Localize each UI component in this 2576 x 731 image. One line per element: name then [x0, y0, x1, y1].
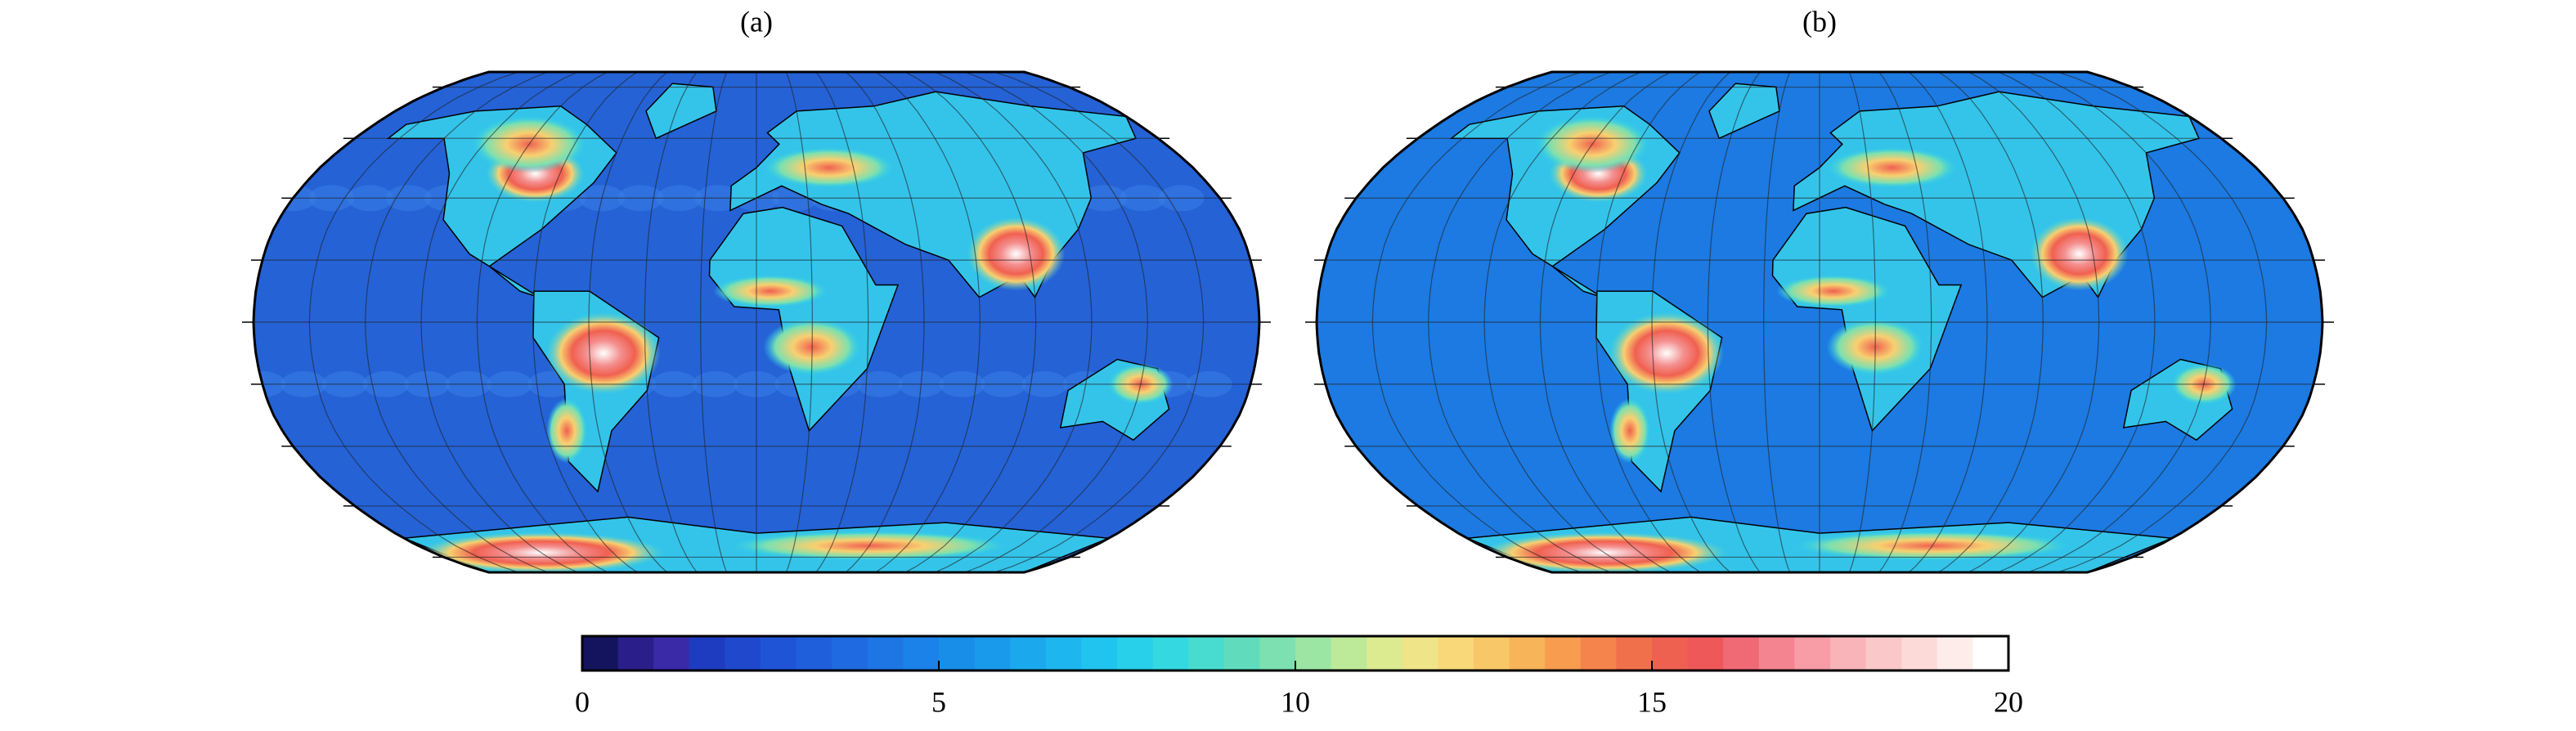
land [645, 83, 717, 140]
hotspot [967, 217, 1066, 291]
colorbar-segment [1188, 636, 1225, 670]
panel-label: (a) [740, 5, 773, 38]
hotspot [1776, 275, 1892, 308]
colorbar-segment [1972, 636, 2009, 670]
colorbar-tick-label: 5 [931, 685, 946, 718]
hotspot [1609, 397, 1651, 464]
colorbar-segment [653, 636, 690, 670]
colorbar-segment [1865, 636, 1902, 670]
colorbar-segment [903, 636, 940, 670]
colorbar-segment [1402, 636, 1438, 670]
colorbar-segment [1295, 636, 1332, 670]
colorbar-segment [1045, 636, 1082, 670]
colorbar-segment [1794, 636, 1831, 670]
colorbar-segment [1223, 636, 1260, 670]
colorbar-segment [1509, 636, 1546, 670]
colorbar-segment [939, 636, 976, 670]
colorbar-segment [1758, 636, 1795, 670]
colorbar-segment [725, 636, 761, 670]
colorbar-segment [582, 636, 619, 670]
colorbar-segment [1331, 636, 1367, 670]
colorbar-segment [796, 636, 832, 670]
hotspot [763, 147, 895, 189]
colorbar-segment [1687, 636, 1724, 670]
colorbar-segment [1367, 636, 1403, 670]
map-body [254, 72, 1259, 572]
colorbar-segment [1010, 636, 1047, 670]
colorbar-segment [1545, 636, 1582, 670]
colorbar-segment [761, 636, 797, 670]
colorbar-segment [1901, 636, 1938, 670]
map-border [252, 70, 1261, 574]
hotspot [1826, 147, 1958, 189]
colorbar-segment [1474, 636, 1510, 670]
map [1305, 70, 2334, 574]
panel-label: (b) [1802, 5, 1837, 38]
colorbar-segment [1830, 636, 1867, 670]
map-body [1317, 72, 2322, 572]
hotspot [545, 312, 661, 394]
colorbar-segment [1652, 636, 1689, 670]
colorbar-segment [1616, 636, 1653, 670]
colorbar-segment [1081, 636, 1118, 670]
colorbar-segment [1438, 636, 1474, 670]
map-border [1315, 70, 2324, 574]
colorbar-segment [1152, 636, 1189, 670]
colorbar-segment [832, 636, 868, 670]
colorbar-segment [974, 636, 1011, 670]
colorbar-segment [1936, 636, 1973, 670]
colorbar-segment [1117, 636, 1154, 670]
land [1708, 83, 1780, 140]
colorbar-tick-label: 15 [1637, 685, 1667, 718]
hotspot [713, 275, 828, 308]
hotspot [546, 397, 588, 464]
colorbar-tick-label: 20 [1994, 685, 2023, 718]
colorbar-segment [617, 636, 654, 670]
colorbar-segment [689, 636, 725, 670]
map [242, 70, 1271, 574]
colorbar-segment [1259, 636, 1296, 670]
hotspot [1609, 312, 1724, 394]
colorbar-segment [1723, 636, 1760, 670]
colorbar-segment [867, 636, 904, 670]
colorbar-segment [1580, 636, 1617, 670]
hotspot [2030, 217, 2129, 291]
colorbar-tick-label: 10 [1281, 685, 1310, 718]
colorbar-tick-label: 0 [575, 685, 590, 718]
